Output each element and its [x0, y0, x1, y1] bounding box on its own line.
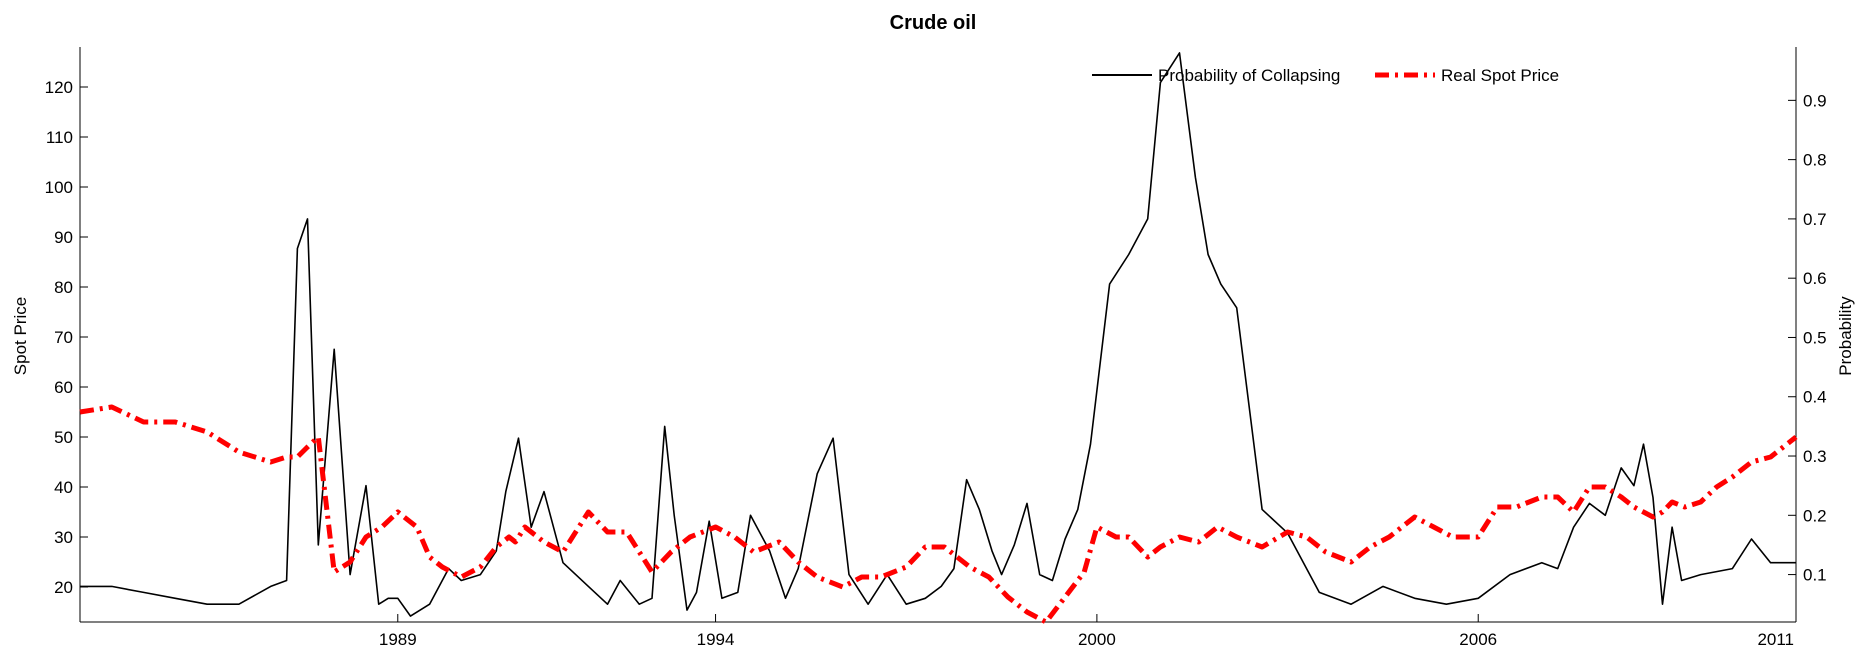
left-axis-title: Spot Price — [11, 297, 30, 375]
left-y-tick-label: 70 — [54, 328, 73, 347]
left-y-tick-label: 40 — [54, 478, 73, 497]
right-axis-title: Probability — [1836, 296, 1855, 376]
left-y-tick-label: 30 — [54, 528, 73, 547]
right-y-tick-label: 0.1 — [1803, 566, 1827, 585]
left-y-tick-label: 20 — [54, 578, 73, 597]
right-y-tick-label: 0.2 — [1803, 506, 1827, 525]
left-y-axis-ticks: 20 30 40 50 60 70 80 90 100 110 120 — [45, 78, 88, 597]
left-y-tick-label: 110 — [46, 128, 73, 147]
plot-area — [79, 47, 1797, 623]
x-tick-label: 1989 — [379, 630, 417, 648]
right-y-tick-label: 0.3 — [1803, 447, 1827, 466]
left-y-tick-label: 100 — [45, 178, 73, 197]
legend-label-spot-price: Real Spot Price — [1441, 66, 1559, 85]
probability-line — [80, 52, 1796, 617]
series-layer — [79, 52, 1798, 625]
left-y-tick-label: 60 — [54, 378, 73, 397]
x-tick-label: 2000 — [1078, 630, 1116, 648]
left-y-tick-label: 80 — [54, 278, 73, 297]
spot-price-line — [79, 404, 1798, 625]
right-y-tick-label: 0.7 — [1803, 210, 1827, 229]
left-y-tick-label: 90 — [54, 228, 73, 247]
x-tick-label: 2006 — [1459, 630, 1497, 648]
left-y-tick-label: 50 — [54, 428, 73, 447]
right-y-tick-label: 0.4 — [1803, 388, 1827, 407]
chart-title: Crude oil — [890, 12, 977, 34]
legend-label-probability: Probability of Collapsing — [1158, 66, 1340, 85]
x-axis-ticks: 1989 1994 2000 2006 2011 — [379, 614, 1797, 648]
x-tick-label: 2011 — [1757, 630, 1794, 648]
x-tick-label: 1994 — [697, 630, 735, 648]
right-y-tick-label: 0.9 — [1803, 91, 1827, 110]
legend: Probability of Collapsing Real Spot Pric… — [1092, 66, 1559, 85]
left-y-tick-label: 120 — [45, 78, 73, 97]
right-y-axis-ticks: 0.1 0.2 0.3 0.4 0.5 0.6 0.7 0.8 0.9 — [1788, 91, 1827, 585]
right-y-tick-label: 0.8 — [1803, 151, 1827, 170]
right-y-tick-label: 0.5 — [1803, 328, 1827, 347]
right-y-tick-label: 0.6 — [1803, 269, 1827, 288]
